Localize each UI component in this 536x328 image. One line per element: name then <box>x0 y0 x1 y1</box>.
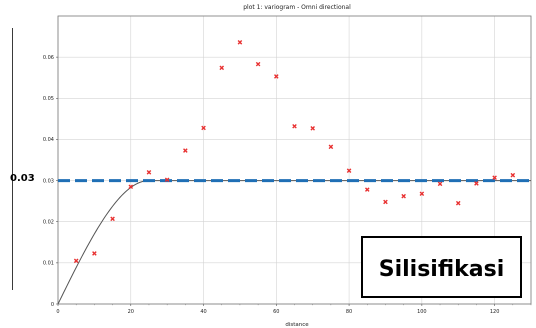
x-axis-title: distance <box>285 322 309 328</box>
y-tick-label: 0.03 <box>43 178 54 184</box>
data-point <box>384 200 388 204</box>
data-point <box>184 149 188 153</box>
data-point <box>329 145 333 149</box>
data-point <box>311 127 315 131</box>
y-tick-label: 0.05 <box>43 96 54 102</box>
experimental-points <box>74 41 514 263</box>
sill-value-label: 0.03 <box>10 173 35 184</box>
y-tick-labels: 0 0.01 0.02 0.03 0.04 0.05 0.06 <box>43 55 54 308</box>
data-point <box>238 41 242 45</box>
data-point <box>256 62 260 66</box>
x-tick-label: 0 <box>56 309 59 315</box>
data-point <box>74 259 78 263</box>
y-tick-label: 0.04 <box>43 137 54 143</box>
annotation-label: Silisifikasi <box>379 257 505 282</box>
x-tick-label: 20 <box>128 309 134 315</box>
data-point <box>475 182 479 186</box>
annotation-box: Silisifikasi <box>362 237 521 297</box>
chart-title: plot 1: variogram - Omni directional <box>243 4 351 11</box>
x-tick-label: 100 <box>417 309 427 315</box>
y-tick-label: 0.01 <box>43 261 54 267</box>
x-tick-label: 60 <box>273 309 279 315</box>
x-tick-label: 120 <box>490 309 500 315</box>
y-tick-label: 0.06 <box>43 55 54 61</box>
data-point <box>111 217 115 221</box>
data-point <box>93 252 97 256</box>
x-tick-label: 40 <box>200 309 206 315</box>
y-tick-label: 0.02 <box>43 220 54 226</box>
y-tick-label: 0 <box>51 302 54 308</box>
x-tick-label: 80 <box>346 309 352 315</box>
data-point <box>438 182 442 186</box>
data-point <box>365 188 369 192</box>
data-point <box>293 124 297 128</box>
data-point <box>147 171 151 175</box>
data-point <box>220 66 224 70</box>
data-point <box>456 201 460 205</box>
data-point <box>511 173 515 177</box>
data-point <box>402 194 406 198</box>
x-tick-labels: 0 20 40 60 80 100 120 <box>56 309 499 315</box>
